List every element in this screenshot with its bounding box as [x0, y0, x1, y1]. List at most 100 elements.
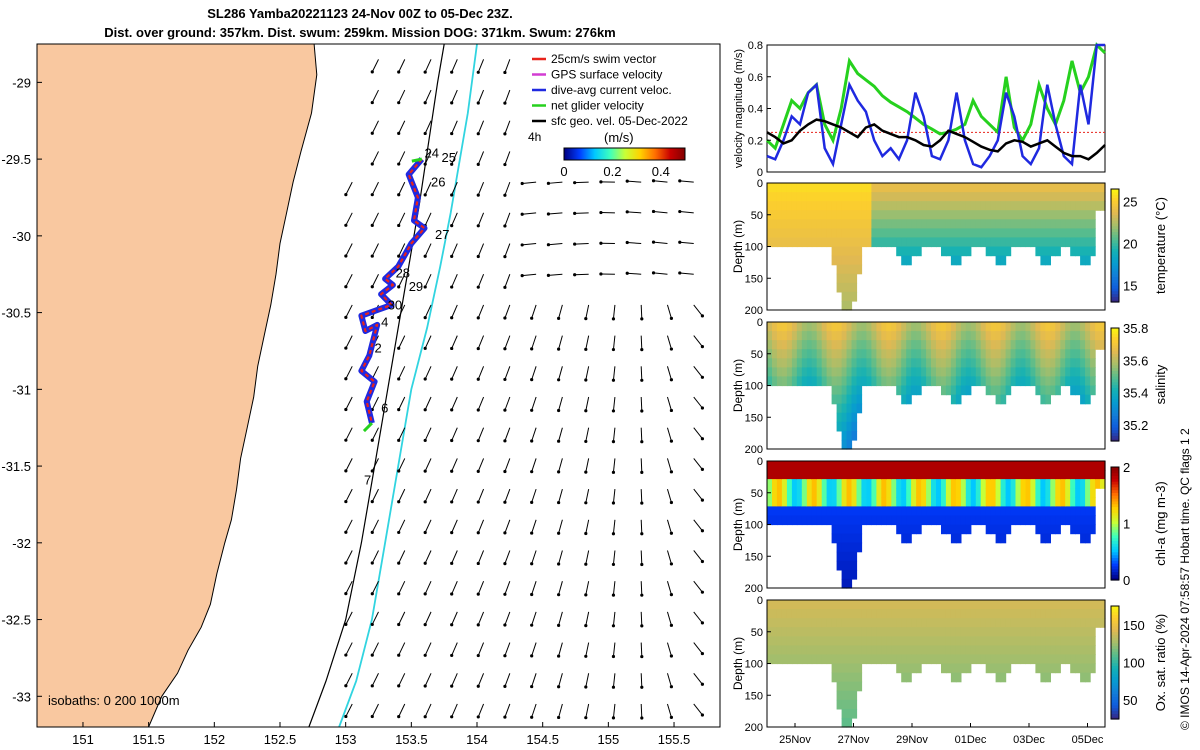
- current-arrow: [345, 519, 353, 533]
- chlorophyll-cell: [836, 560, 843, 571]
- temperature-cell: [955, 201, 962, 211]
- current-arrow: [640, 703, 643, 718]
- salinity-cell: [921, 322, 927, 332]
- chlorophyll-colorbar-cell: [1111, 546, 1119, 550]
- chlorophyll-cell: [851, 497, 858, 507]
- temperature-cell: [1075, 246, 1081, 257]
- temperature-cell: [1055, 201, 1061, 211]
- colorbar-cell: [617, 148, 619, 160]
- current-arrow-head: [669, 439, 674, 443]
- chlorophyll-cell: [836, 497, 843, 507]
- salinity-cell: [841, 322, 848, 332]
- salinity-cell: [871, 376, 877, 387]
- chlorophyll-cell: [767, 479, 773, 489]
- oxygen-colorbar-cell: [1111, 682, 1119, 686]
- current-arrow: [585, 550, 590, 565]
- temperature-cell: [866, 228, 872, 239]
- current-arrow-head: [450, 285, 454, 289]
- current-arrow: [345, 458, 353, 472]
- chlorophyll-cell: [941, 470, 947, 480]
- chlorophyll-cell: [876, 488, 882, 498]
- salinity-cell: [1005, 349, 1012, 359]
- current-arrow-head: [640, 348, 644, 352]
- current-arrow: [666, 335, 672, 350]
- current-arrow: [612, 519, 616, 534]
- temperature-cell: [916, 210, 922, 220]
- current-arrow: [345, 642, 353, 656]
- colorbar-cell: [677, 148, 679, 160]
- oxygen-cell: [955, 627, 962, 637]
- temperature-cell: [921, 237, 927, 248]
- current-arrow-head: [520, 243, 524, 247]
- chlorophyll-cell: [851, 524, 858, 535]
- salinity-cell: [995, 340, 1002, 350]
- temperature-cell: [916, 237, 922, 248]
- oxygen-cell: [1060, 618, 1066, 628]
- colorbar-cell: [622, 148, 624, 160]
- oxygen-cell: [846, 645, 853, 656]
- oxygen-cell: [791, 618, 798, 628]
- chlorophyll-cell: [1070, 461, 1076, 471]
- salinity-cell: [995, 376, 1002, 387]
- temperature-cell: [772, 201, 778, 211]
- chlorophyll-cell: [1060, 488, 1066, 498]
- chlorophyll-cell: [911, 497, 917, 507]
- chlorophyll-cell: [1100, 479, 1106, 489]
- chlorophyll-cell: [767, 515, 773, 526]
- map-y-tick-label: -32.5: [1, 613, 31, 628]
- chlorophyll-cell: [846, 551, 853, 562]
- temperature-cell: [995, 255, 1002, 266]
- salinity-cell: [767, 322, 773, 332]
- current-arrow-head: [503, 592, 507, 596]
- chlorophyll-cell: [1065, 479, 1071, 489]
- salinity-cell: [791, 322, 798, 332]
- legend-label: 25cm/s swim vector: [551, 52, 656, 66]
- chlorophyll-cell: [776, 506, 783, 517]
- salinity-cell: [801, 376, 808, 387]
- colorbar-cell: [585, 148, 587, 160]
- temperature-colorbar-frame: [1110, 188, 1120, 303]
- current-arrow: [548, 273, 563, 276]
- current-arrow-head: [557, 500, 561, 505]
- salinity-cell: [811, 358, 818, 368]
- chlorophyll-cell: [836, 533, 843, 544]
- oxygen-cell: [826, 645, 833, 656]
- temperature-cell: [1080, 210, 1086, 220]
- current-arrow-head: [669, 685, 674, 689]
- temperature-cell: [945, 183, 952, 193]
- oxygen-cell: [896, 618, 902, 628]
- chlorophyll-cell: [970, 461, 977, 471]
- salinity-cell: [851, 412, 858, 423]
- current-arrow-head: [423, 623, 427, 627]
- salinity-cell: [955, 358, 962, 368]
- chlorophyll-cell: [841, 569, 848, 580]
- current-arrow: [612, 304, 616, 319]
- temperature-cell: [975, 210, 982, 220]
- oxygen-cell: [1080, 672, 1086, 683]
- temperature-cell: [985, 201, 992, 211]
- chlorophyll-cell: [1075, 461, 1081, 471]
- oxygen-colorbar-cell: [1111, 699, 1119, 703]
- oxygen-cell: [886, 609, 892, 619]
- chlorophyll-colorbar-cell: [1111, 489, 1119, 493]
- salinity-colorbar-tick-label: 35.4: [1123, 386, 1148, 401]
- temperature-colorbar-tick-label: 15: [1123, 278, 1137, 293]
- temperature-cell: [896, 201, 902, 211]
- oxygen-cell: [1070, 636, 1076, 646]
- temperature-cell: [1010, 219, 1017, 229]
- temperature-cell: [1000, 237, 1007, 248]
- chlorophyll-cell: [776, 497, 783, 507]
- current-arrow: [451, 212, 458, 226]
- salinity-colorbar-cell: [1111, 407, 1119, 411]
- oxygen-cell: [796, 609, 803, 619]
- salinity-cell: [786, 340, 793, 350]
- oxygen-cell: [950, 627, 957, 637]
- temperature-cell: [811, 201, 818, 211]
- salinity-cell: [841, 349, 848, 359]
- chlorophyll-cell: [995, 524, 1002, 535]
- salinity-cell: [916, 385, 922, 396]
- temperature-colorbar-cell: [1111, 276, 1119, 280]
- salinity-cell: [926, 322, 932, 332]
- chlorophyll-cell: [891, 488, 897, 498]
- salinity-cell: [896, 367, 902, 378]
